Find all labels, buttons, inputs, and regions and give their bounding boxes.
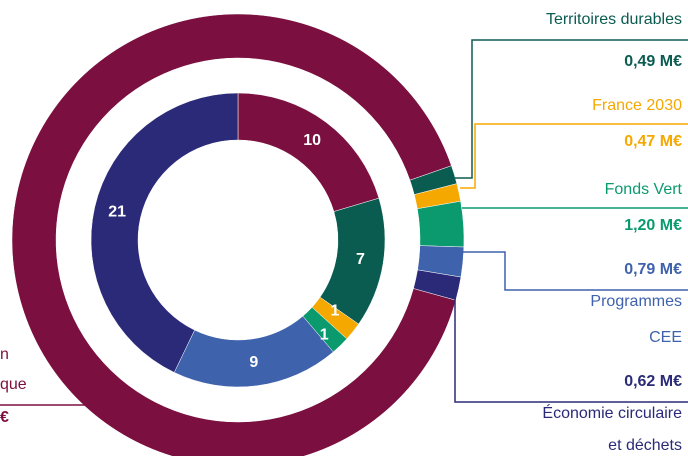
segment-value-label: 0,49 M€ xyxy=(624,53,682,70)
segment-label: France 2030 xyxy=(592,97,682,114)
segment-label: n xyxy=(0,346,9,363)
leader-line xyxy=(455,39,688,179)
inner-value-label: 9 xyxy=(249,354,258,371)
inner-value-label: 1 xyxy=(320,326,329,343)
outer-segment xyxy=(417,200,465,248)
segment-label: CEE xyxy=(649,329,682,346)
leader-line xyxy=(452,291,688,403)
inner-segment xyxy=(90,92,239,373)
inner-segment xyxy=(237,92,380,212)
segment-value-label: 1,20 M€ xyxy=(624,217,682,234)
inner-value-label: 1 xyxy=(330,303,339,320)
segment-value-label: 0,47 M€ xyxy=(624,133,682,150)
inner-segment xyxy=(173,315,334,388)
inner-value-label: 21 xyxy=(108,204,126,221)
segment-value-label: 0,62 M€ xyxy=(624,373,682,390)
segment-label: et déchets xyxy=(608,437,682,454)
segment-label: Territoires durables xyxy=(546,11,682,28)
segment-label: que xyxy=(0,376,27,393)
segment-label: Programmes xyxy=(590,293,682,310)
outer-segment xyxy=(11,13,457,456)
segment-label: Économie circulaire xyxy=(542,403,682,422)
leader-line xyxy=(460,251,688,291)
segment-value-label: 0,79 M€ xyxy=(624,261,682,278)
inner-value-label: 10 xyxy=(303,132,321,149)
segment-label: Fonds Vert xyxy=(605,181,683,198)
leader-line xyxy=(460,123,688,189)
segment-value-label: € xyxy=(0,409,9,426)
inner-value-label: 7 xyxy=(356,251,365,268)
